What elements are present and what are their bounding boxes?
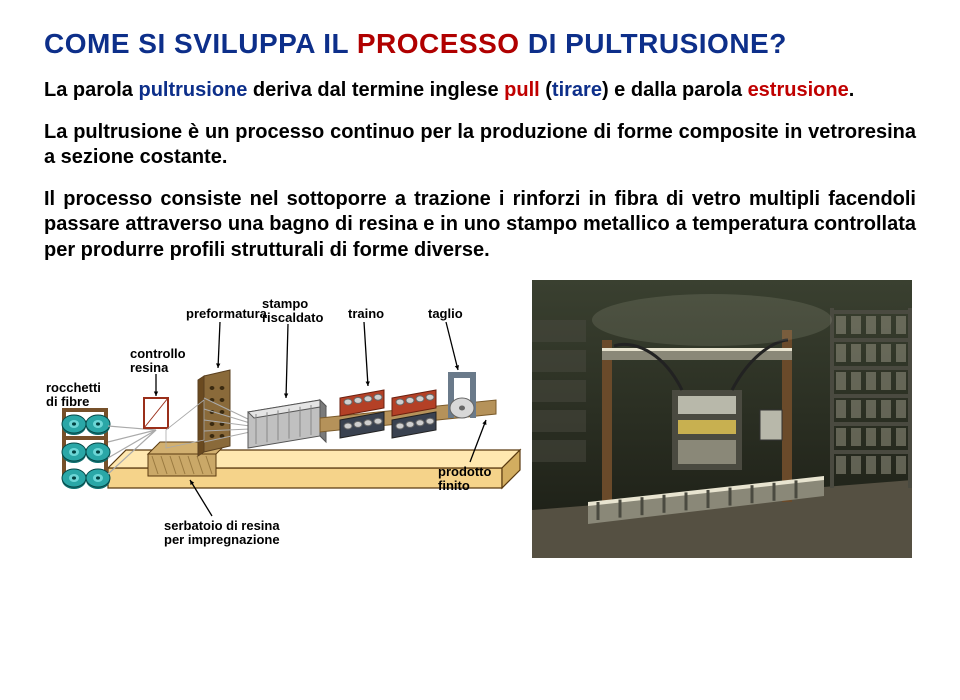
svg-text:riscaldato: riscaldato [262, 310, 323, 325]
svg-text:preformatura: preformatura [186, 306, 268, 321]
svg-text:rocchetti: rocchetti [46, 380, 101, 395]
svg-text:per impregnazione: per impregnazione [164, 532, 280, 547]
intro-paragraph-1: La parola pultrusione deriva dal termine… [44, 78, 916, 104]
svg-text:prodotto: prodotto [438, 464, 491, 479]
svg-text:finito: finito [438, 478, 470, 493]
svg-text:traino: traino [348, 306, 384, 321]
svg-text:controllo: controllo [130, 346, 186, 361]
svg-text:serbatoio di resina: serbatoio di resina [164, 518, 280, 533]
svg-text:stampo: stampo [262, 296, 308, 311]
process-diagram: rocchettidi fibre controlloresina preforma… [44, 280, 522, 558]
intro-paragraph-2: La pultrusione è un processo continuo pe… [44, 120, 916, 171]
svg-text:di fibre: di fibre [46, 394, 89, 409]
intro-paragraph-3: Il processo consiste nel sottoporre a tr… [44, 187, 916, 264]
svg-text:taglio: taglio [428, 306, 463, 321]
svg-text:resina: resina [130, 360, 169, 375]
page-title: COME SI SVILUPPA IL PROCESSO DI PULTRUSI… [44, 28, 916, 60]
factory-photo [532, 280, 912, 558]
images-row: rocchettidi fibre controlloresina preforma… [44, 280, 916, 558]
